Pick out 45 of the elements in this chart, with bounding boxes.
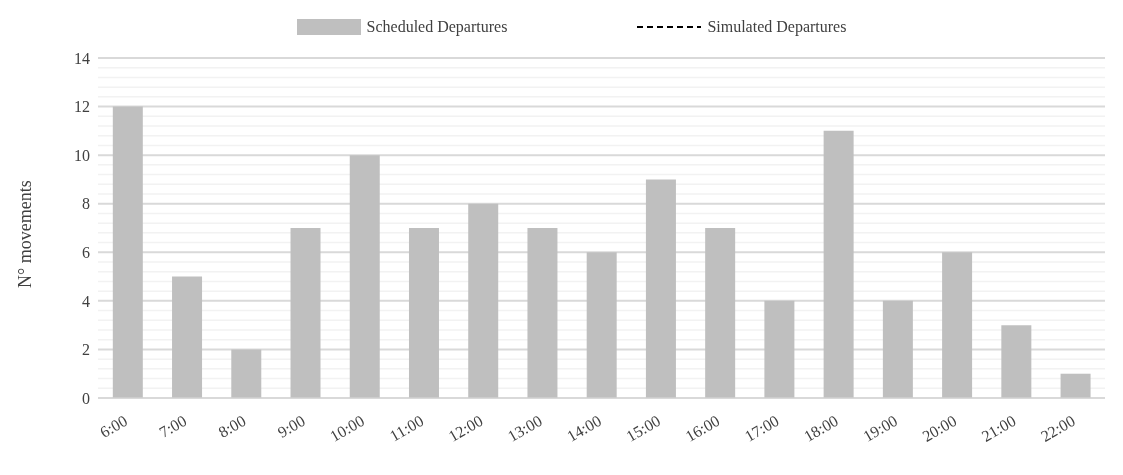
x-tick-label: 20:00 xyxy=(919,411,960,445)
y-tick-label: 0 xyxy=(82,389,90,407)
bar xyxy=(882,300,913,398)
y-tick-label: 12 xyxy=(74,98,90,116)
bar xyxy=(1060,373,1091,398)
x-tick-label: 9:00 xyxy=(274,411,308,441)
bar xyxy=(231,349,262,398)
bar xyxy=(1001,325,1032,398)
bar xyxy=(527,228,558,398)
bar xyxy=(349,155,380,398)
x-tick-label: 21:00 xyxy=(978,411,1019,445)
x-tick-label: 18:00 xyxy=(800,411,842,445)
x-tick-label: 14:00 xyxy=(564,411,605,445)
y-tick-label: 8 xyxy=(82,195,90,213)
x-tick-label: 11:00 xyxy=(386,411,427,445)
x-tick-label: 13:00 xyxy=(504,411,545,445)
bar xyxy=(408,228,439,398)
x-tick-label: 8:00 xyxy=(215,411,249,441)
y-axis-title: N° movements xyxy=(15,180,36,288)
x-tick-label: 10:00 xyxy=(327,411,368,445)
bar xyxy=(586,252,617,398)
y-tick-label: 4 xyxy=(82,292,90,310)
x-tick-label: 7:00 xyxy=(156,411,190,441)
y-tick-label: 2 xyxy=(82,341,90,359)
bar xyxy=(705,228,736,398)
y-tick-label: 14 xyxy=(74,49,90,67)
x-tick-label: 6:00 xyxy=(97,411,131,441)
x-tick-label: 19:00 xyxy=(860,411,901,445)
bar xyxy=(942,252,973,398)
bar xyxy=(764,300,795,398)
x-tick-label: 17:00 xyxy=(741,411,782,445)
bar xyxy=(468,203,499,398)
x-tick-label: 22:00 xyxy=(1037,411,1078,445)
bar xyxy=(645,179,676,398)
legend-label: Simulated Departures xyxy=(707,18,847,36)
y-tick-label: 10 xyxy=(74,146,90,164)
bar xyxy=(172,276,203,398)
bar xyxy=(112,106,143,398)
x-tick-label: 16:00 xyxy=(682,411,723,445)
bar xyxy=(823,130,854,398)
x-tick-label: 12:00 xyxy=(445,411,486,445)
bar xyxy=(290,228,321,398)
legend-label: Scheduled Departures xyxy=(366,18,508,36)
x-tick-label: 15:00 xyxy=(623,411,664,445)
y-tick-label: 6 xyxy=(82,243,90,261)
